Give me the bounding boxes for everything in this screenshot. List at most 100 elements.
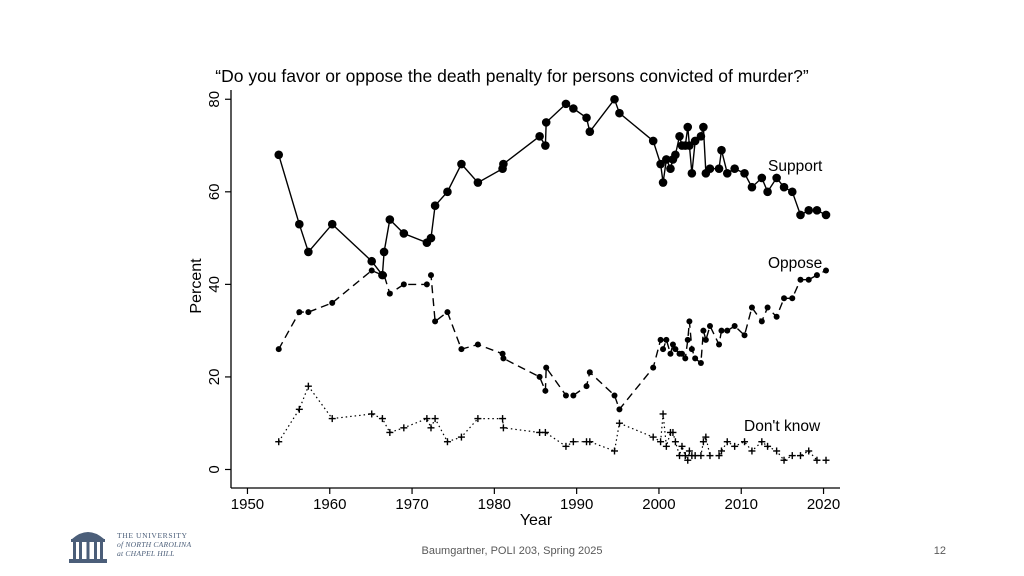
don-t-know-point [457,433,465,441]
don-t-know-point [706,452,714,460]
support-point [399,229,409,238]
logo-text: THE UNIVERSITY of NORTH CAROLINA at CHAP… [117,531,191,559]
support-point [327,219,337,229]
support-point [757,173,767,183]
support-point [747,182,757,192]
x-axis-label: Year [520,512,553,529]
oppose-point [427,272,434,279]
support-point [683,122,693,132]
don-t-know-point [541,428,549,436]
y-tick-label: 0 [206,465,223,473]
x-tick-label: 2010 [725,496,758,513]
oppose-point [536,373,543,380]
don-t-know-point [684,456,692,464]
x-tick-label: 1990 [560,496,593,513]
x-tick-label: 1980 [478,496,511,513]
support-point [796,210,805,220]
oppose-point [692,355,699,362]
don-t-know-point [697,452,705,460]
oppose-point [805,276,812,283]
support-point [730,164,739,173]
don-t-know-point [499,415,507,423]
y-axis-label: Percent [188,258,205,314]
don-t-know-point [758,438,766,446]
don-t-know-point [764,442,772,450]
support-point [379,247,389,257]
oppose-point [611,392,618,399]
support-point [699,122,708,132]
don-t-know-point [649,433,657,441]
x-tick-label: 2000 [642,496,675,513]
oppose-point [329,299,336,306]
oppose-point [368,267,375,274]
don-t-know-point [748,447,756,455]
don-t-know-point [805,447,813,455]
support-point [430,201,440,210]
support-point [443,187,452,197]
support-point [499,159,508,169]
support-point [541,141,550,150]
support-point [658,178,668,187]
don-t-know-point [569,438,577,446]
oppose-point [583,383,590,390]
oppose-point [562,392,569,399]
x-tick-label: 1950 [231,496,264,513]
support-point [648,136,658,146]
don-t-know-point [731,442,739,450]
don-t-know-point [378,415,386,423]
support-point [685,141,694,150]
support-point [675,131,684,141]
don-t-know-point [780,456,788,464]
don-t-know-point [328,415,336,423]
support-point [671,150,680,160]
don-t-know-point [715,452,723,460]
don-t-know-point [681,452,689,460]
oppose-point [724,327,731,334]
oppose-point [700,327,707,334]
support-point [714,164,724,173]
support-point [541,118,551,127]
don-t-know-point [717,447,725,455]
oppose-point [716,341,723,348]
oppose-point [444,309,451,316]
oppose-point [381,272,388,279]
support-point [367,256,377,266]
don-t-know-point [275,438,283,446]
x-tick-label: 2020 [807,496,840,513]
oppose-point [684,336,691,343]
support-label: Support [768,158,823,175]
oppose-point [386,290,393,297]
don-t-know-point [773,447,781,455]
don-t-know-point [788,452,796,460]
don-t-know-point [662,442,670,450]
support-point [812,206,822,215]
don-t-know-point [499,424,507,432]
don-t-know-point [386,428,394,436]
support-point [804,206,814,215]
don-t-know-point [474,415,482,423]
don-t-know-point [615,419,623,427]
death-penalty-chart: “Do you favor or oppose the death penalt… [188,66,840,529]
don-t-know-point [822,456,830,464]
oppose-point [423,281,430,288]
oppose-point [697,360,704,367]
oppose-point [660,346,667,353]
don-t-know-point [431,415,439,423]
chart-title: “Do you favor or oppose the death penalt… [215,66,809,86]
old-well-icon [69,532,107,563]
don-t-know-point [427,424,435,432]
don-t-know-point [400,424,408,432]
support-point [690,136,700,146]
support-point [615,108,624,118]
support-point [821,210,831,220]
oppose-point [682,355,689,362]
don-t-know-point [741,438,749,446]
y-tick-label: 20 [206,369,223,386]
oppose-point [667,350,674,357]
oppose-point [275,346,282,353]
oppose-point [706,323,713,330]
x-tick-label: 1970 [395,496,428,513]
oppose-point [813,272,820,279]
don-t-know-point [702,433,710,441]
